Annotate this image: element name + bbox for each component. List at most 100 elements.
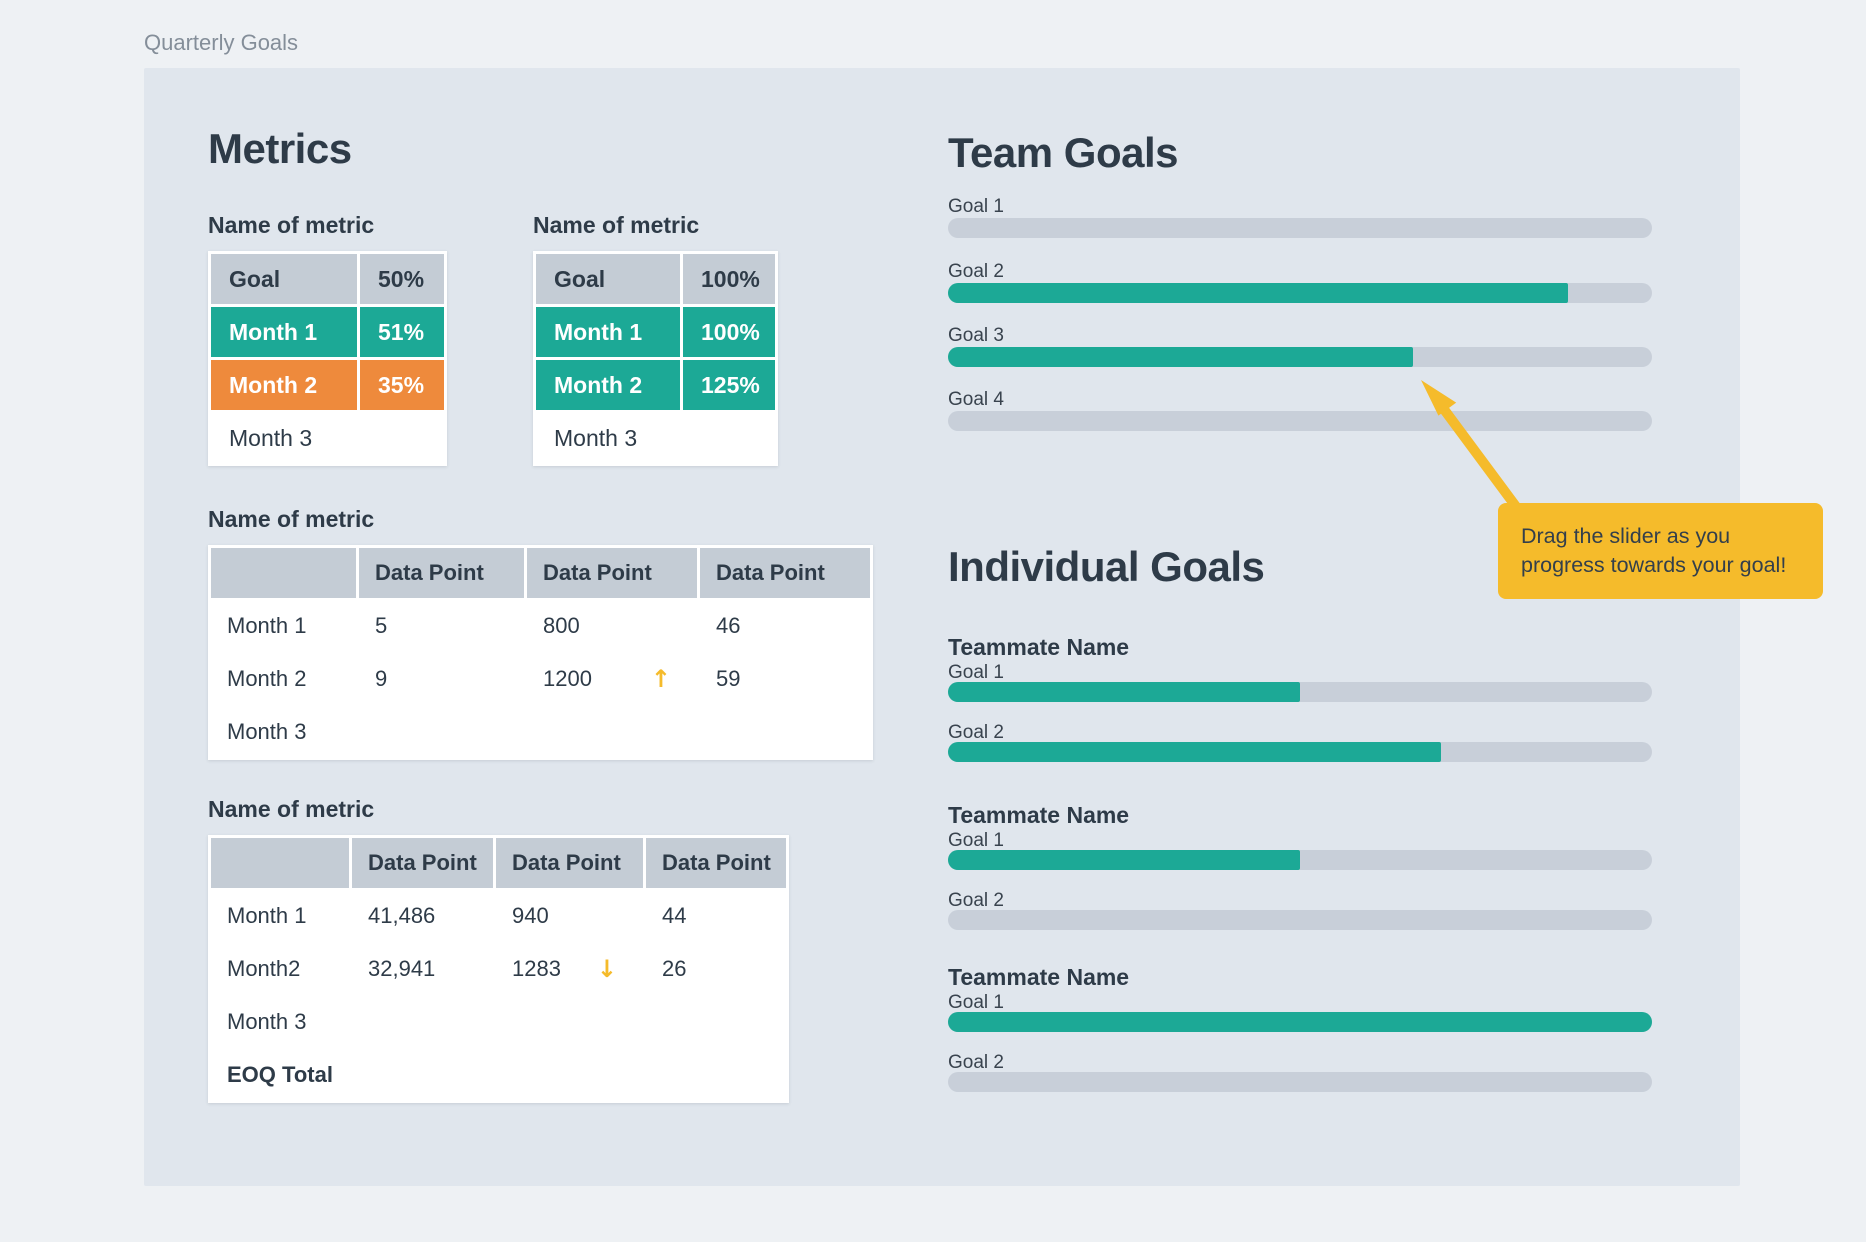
column-header-cell[interactable]: Data Point xyxy=(359,548,524,598)
data-cell[interactable] xyxy=(352,1050,493,1100)
total-cell[interactable]: EOQ Total xyxy=(211,1050,349,1100)
value-cell[interactable]: 100% xyxy=(683,307,775,357)
table-row: Month 3 xyxy=(211,997,786,1047)
table-row: Month 2 125% xyxy=(536,360,775,410)
goal-progress-track[interactable] xyxy=(948,910,1652,930)
value-cell[interactable] xyxy=(683,413,775,463)
table-row: Month 2 9 1200 ↑ 59 xyxy=(211,654,870,704)
goal-progress-track[interactable] xyxy=(948,682,1652,702)
goal-label: Goal 1 xyxy=(948,830,1004,851)
goal-target-cell[interactable]: 50% xyxy=(360,254,444,304)
tooltip-arrow-icon xyxy=(1421,380,1528,521)
value-cell[interactable]: 51% xyxy=(360,307,444,357)
goal-progress-track[interactable] xyxy=(948,411,1652,431)
goal-progress-fill xyxy=(948,742,1441,762)
data-cell[interactable] xyxy=(352,997,493,1047)
data-cell[interactable]: 46 xyxy=(700,601,870,651)
month-cell[interactable]: Month 3 xyxy=(211,997,349,1047)
value-cell[interactable] xyxy=(360,413,444,463)
table-row: Month 3 xyxy=(211,413,444,463)
goal-label: Goal 2 xyxy=(948,722,1004,743)
data-cell[interactable]: 1283 ↓ xyxy=(496,944,643,994)
metric-block-1: Name of metric Goal 50% Month 1 51% Mont… xyxy=(208,212,447,466)
trend-down-icon: ↓ xyxy=(596,955,617,983)
column-header-cell[interactable] xyxy=(211,838,349,888)
metric-block-4: Name of metric Data Point Data Point Dat… xyxy=(208,796,789,1103)
data-cell[interactable]: 1200 ↑ xyxy=(527,654,697,704)
data-cell[interactable]: 800 xyxy=(527,601,697,651)
goal-header-cell[interactable]: Goal xyxy=(211,254,357,304)
metric-table-small-2: Goal 100% Month 1 100% Month 2 125% Mont… xyxy=(533,251,778,466)
data-cell[interactable] xyxy=(527,707,697,757)
goal-progress-track[interactable] xyxy=(948,283,1652,303)
month-cell[interactable]: Month 3 xyxy=(211,413,357,463)
data-cell[interactable]: 59 xyxy=(700,654,870,704)
goal-progress-fill xyxy=(948,850,1300,870)
team-goals-heading: Team Goals xyxy=(948,129,1178,176)
tooltip-line: progress towards your goal! xyxy=(1521,553,1787,577)
tooltip-line: Drag the slider as you xyxy=(1521,524,1731,548)
quarterly-goals-panel: Metrics Name of metric Goal 50% Month 1 … xyxy=(144,68,1740,1186)
data-cell[interactable]: 44 xyxy=(646,891,786,941)
goal-progress-fill xyxy=(948,682,1300,702)
trend-up-icon: ↑ xyxy=(650,665,671,693)
month-cell[interactable]: Month2 xyxy=(211,944,349,994)
metric-name-label: Name of metric xyxy=(533,212,700,238)
data-cell[interactable] xyxy=(646,1050,786,1100)
data-cell[interactable] xyxy=(646,997,786,1047)
month-cell[interactable]: Month 2 xyxy=(211,360,357,410)
column-header-cell[interactable]: Data Point xyxy=(646,838,786,888)
tooltip-callout: Drag the slider as you progress towards … xyxy=(1498,503,1823,599)
data-cell[interactable] xyxy=(700,707,870,757)
data-value: 1200 xyxy=(543,666,592,691)
goal-label: Goal 2 xyxy=(948,890,1004,911)
data-cell[interactable]: 26 xyxy=(646,944,786,994)
data-cell[interactable]: 940 xyxy=(496,891,643,941)
month-cell[interactable]: Month 2 xyxy=(211,654,356,704)
value-cell[interactable]: 35% xyxy=(360,360,444,410)
month-cell[interactable]: Month 1 xyxy=(536,307,680,357)
column-header-cell[interactable]: Data Point xyxy=(496,838,643,888)
month-cell[interactable]: Month 3 xyxy=(211,707,356,757)
data-cell[interactable]: 32,941 xyxy=(352,944,493,994)
data-cell[interactable] xyxy=(496,997,643,1047)
goal-label: Goal 4 xyxy=(948,389,1004,410)
data-cell[interactable] xyxy=(496,1050,643,1100)
goal-progress-fill xyxy=(948,1012,1652,1032)
data-cell[interactable] xyxy=(359,707,524,757)
column-header-cell[interactable] xyxy=(211,548,356,598)
month-cell[interactable]: Month 1 xyxy=(211,601,356,651)
goal-progress-track[interactable] xyxy=(948,347,1652,367)
metric-block-3: Name of metric Data Point Data Point Dat… xyxy=(208,506,873,760)
table-row: Month 3 xyxy=(211,707,870,757)
month-cell[interactable]: Month 2 xyxy=(536,360,680,410)
goal-target-cell[interactable]: 100% xyxy=(683,254,775,304)
goal-progress-track[interactable] xyxy=(948,218,1652,238)
data-cell[interactable]: 9 xyxy=(359,654,524,704)
goal-progress-fill xyxy=(948,283,1568,303)
goal-progress-track[interactable] xyxy=(948,1072,1652,1092)
goal-progress-track[interactable] xyxy=(948,850,1652,870)
table-row: Month2 32,941 1283 ↓ 26 xyxy=(211,944,786,994)
goal-header-cell[interactable]: Goal xyxy=(536,254,680,304)
metric-data-table-2: Data Point Data Point Data Point Month 1… xyxy=(208,835,789,1103)
data-cell[interactable]: 41,486 xyxy=(352,891,493,941)
column-header-cell[interactable]: Data Point xyxy=(352,838,493,888)
goal-progress-track[interactable] xyxy=(948,1012,1652,1032)
teammate-name: Teammate Name xyxy=(948,634,1130,660)
metric-name-label: Name of metric xyxy=(208,212,375,238)
column-header-cell[interactable]: Data Point xyxy=(700,548,870,598)
goal-label: Goal 1 xyxy=(948,992,1004,1013)
goal-label: Goal 2 xyxy=(948,261,1004,282)
month-cell[interactable]: Month 3 xyxy=(536,413,680,463)
table-row: Month 1 100% xyxy=(536,307,775,357)
table-row: EOQ Total xyxy=(211,1050,786,1100)
value-cell[interactable]: 125% xyxy=(683,360,775,410)
month-cell[interactable]: Month 1 xyxy=(211,307,357,357)
data-cell[interactable]: 5 xyxy=(359,601,524,651)
goal-progress-track[interactable] xyxy=(948,742,1652,762)
goal-label: Goal 1 xyxy=(948,662,1004,683)
column-header-cell[interactable]: Data Point xyxy=(527,548,697,598)
month-cell[interactable]: Month 1 xyxy=(211,891,349,941)
